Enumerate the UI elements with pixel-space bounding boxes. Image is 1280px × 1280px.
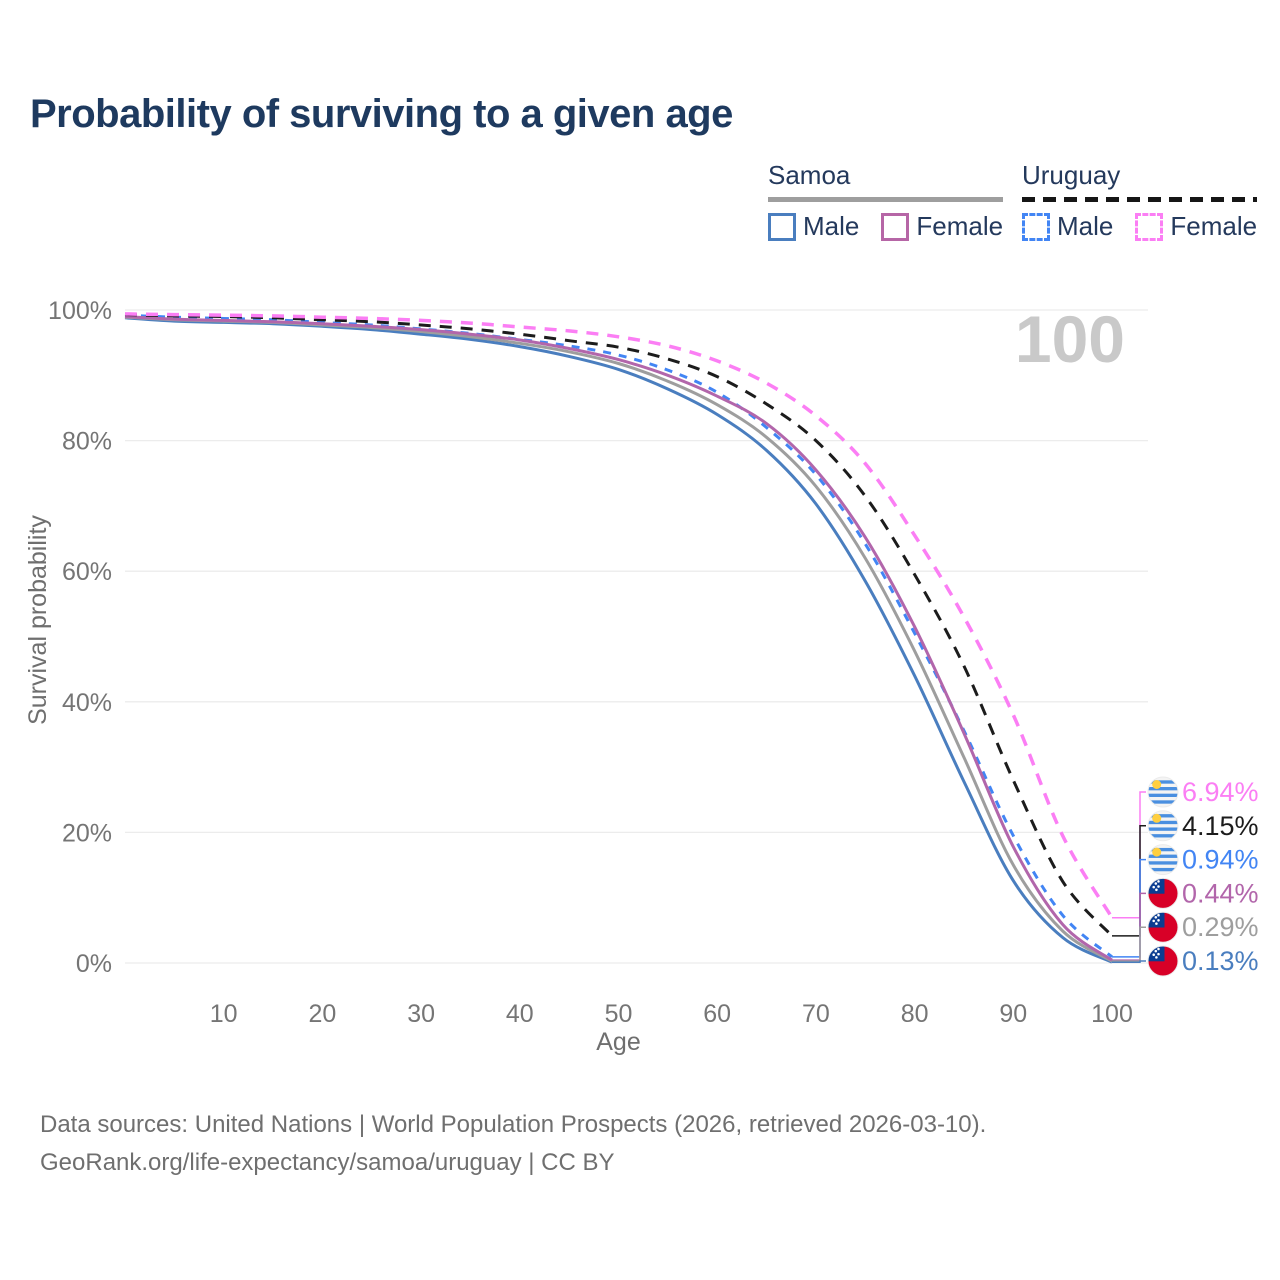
y-tick-label: 40%	[62, 689, 112, 717]
leader-line-uruguay-female	[1112, 791, 1146, 919]
end-value-label-samoa-female: 0.44%	[1182, 878, 1259, 908]
uruguay-female-swatch-icon	[1135, 212, 1164, 241]
x-tick-label: 60	[703, 1000, 731, 1028]
flag-samoa-icon	[1147, 911, 1179, 943]
leader-line-samoa-male	[1112, 960, 1146, 963]
leader-line-uruguay-total	[1112, 825, 1146, 937]
legend-group-uruguay: Uruguay Male Female	[1022, 160, 1258, 242]
series-line-samoa-female[interactable]	[124, 315, 1113, 962]
x-tick-label: 10	[210, 1000, 238, 1028]
samoa-female-swatch-icon	[881, 212, 910, 241]
legend-country-uruguay[interactable]: Uruguay	[1022, 160, 1121, 190]
y-tick-label: 0%	[76, 950, 112, 978]
legend-item-samoa-male[interactable]: Male	[768, 211, 859, 242]
y-tick-label: 100%	[48, 297, 112, 325]
end-value-label-uruguay-male: 0.94%	[1182, 845, 1259, 875]
data-sources-line: Data sources: United Nations | World Pop…	[40, 1111, 987, 1138]
legend-item-uruguay-female[interactable]: Female	[1135, 211, 1257, 242]
series-line-uruguay-total[interactable]	[124, 313, 1114, 937]
uruguay-line-style-sample	[1022, 197, 1258, 202]
flag-samoa-icon	[1147, 877, 1179, 909]
end-value-label-uruguay-female: 6.94%	[1182, 777, 1259, 807]
attribution-line: GeoRank.org/life-expectancy/samoa/urugua…	[40, 1149, 615, 1176]
legend-item-samoa-female[interactable]: Female	[881, 211, 1003, 242]
legend-label-samoa-male: Male	[803, 211, 860, 241]
flag-uruguay-icon	[1147, 776, 1179, 808]
legend-group-samoa: Samoa Male Female	[768, 160, 1004, 242]
legend-country-samoa[interactable]: Samoa	[768, 160, 851, 190]
flag-samoa-icon	[1147, 945, 1179, 977]
y-tick-label: 80%	[62, 428, 112, 456]
hover-age-watermark: 100	[1015, 302, 1125, 376]
x-tick-label: 40	[506, 1000, 534, 1028]
end-value-label-uruguay-total: 4.15%	[1182, 811, 1259, 841]
legend-label-uruguay-male: Male	[1057, 211, 1114, 241]
series-line-uruguay-male[interactable]	[124, 313, 1113, 959]
legend-label-uruguay-female: Female	[1170, 211, 1258, 241]
series-line-samoa-total[interactable]	[124, 315, 1113, 963]
series-line-uruguay-female[interactable]	[124, 312, 1114, 919]
x-tick-label: 20	[308, 1000, 336, 1028]
samoa-male-swatch-icon	[768, 212, 796, 241]
legend-item-uruguay-male[interactable]: Male	[1022, 211, 1113, 242]
page-title: Probability of surviving to a given age	[30, 92, 733, 136]
flag-uruguay-icon	[1147, 810, 1179, 842]
y-tick-label: 20%	[62, 819, 112, 847]
x-tick-label: 70	[802, 1000, 830, 1028]
uruguay-male-swatch-icon	[1022, 212, 1050, 241]
leader-line-uruguay-male	[1112, 858, 1146, 958]
samoa-line-style-sample	[768, 197, 1004, 202]
x-tick-label: 50	[605, 1000, 633, 1028]
x-tick-label: 30	[407, 1000, 435, 1028]
flag-uruguay-icon	[1147, 844, 1179, 876]
x-tick-label: 80	[901, 1000, 929, 1028]
series-line-samoa-male[interactable]	[124, 316, 1113, 964]
y-axis-title: Survival probability	[24, 515, 52, 725]
y-tick-label: 60%	[62, 558, 112, 586]
leader-line-samoa-total	[1112, 926, 1146, 962]
x-tick-label: 100	[1091, 1000, 1133, 1028]
legend-label-samoa-female: Female	[916, 211, 1004, 241]
x-axis-title: Age	[596, 1028, 640, 1056]
end-value-label-samoa-total: 0.29%	[1182, 912, 1259, 942]
end-value-label-samoa-male: 0.13%	[1182, 946, 1259, 976]
x-tick-label: 90	[999, 1000, 1027, 1028]
